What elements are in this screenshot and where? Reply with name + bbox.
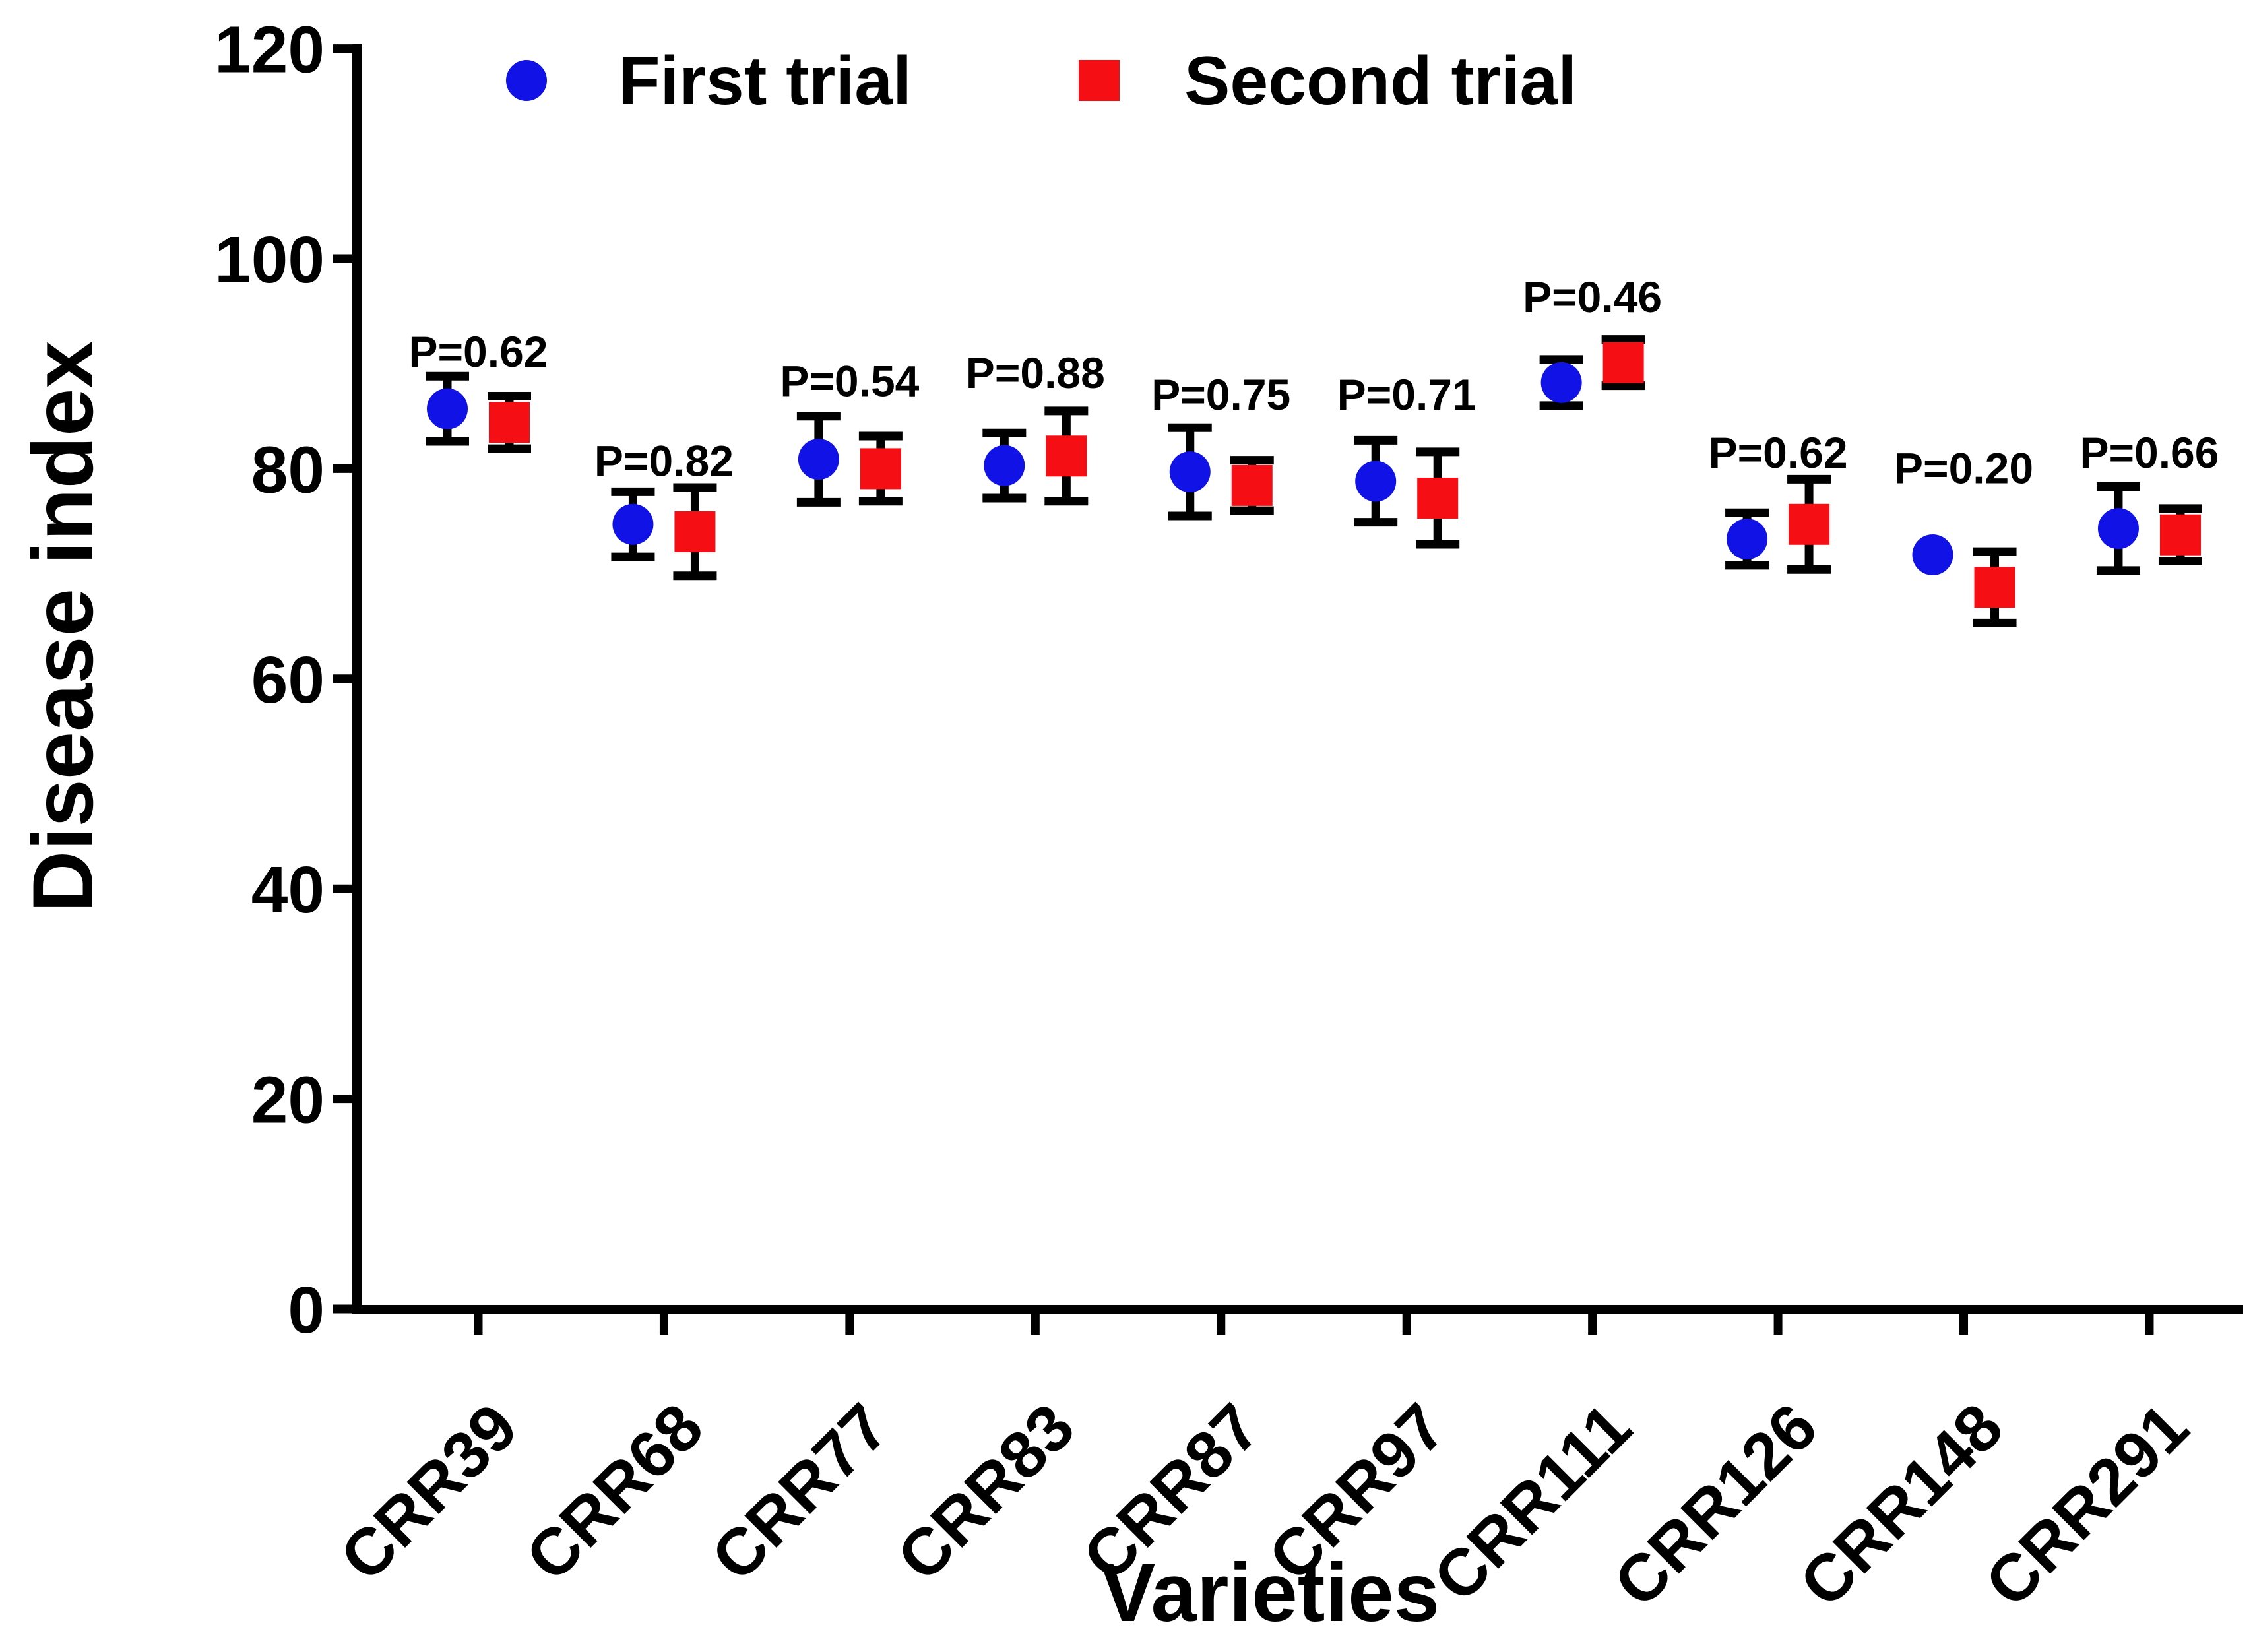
marker-first-trial-CRR97 [1355, 461, 1397, 502]
legend-item-second-trial: Second trial [1079, 43, 1577, 119]
marker-first-trial-CRR126 [1727, 519, 1768, 560]
x-category-label: CRR68 [512, 1389, 717, 1595]
marker-first-trial-CRR111 [1540, 362, 1582, 403]
x-category-label: CRR77 [697, 1389, 903, 1595]
x-axis-title: Varieties [1100, 1547, 1440, 1639]
p-value-label-CRR126: P=0.62 [1709, 428, 1848, 477]
legend-marker-circle-icon [506, 60, 547, 101]
marker-first-trial-CRR291 [2097, 508, 2139, 550]
y-tick-label: 0 [288, 1273, 325, 1347]
p-value-label-CRR148: P=0.20 [1894, 444, 2033, 493]
legend-marker-square-icon [1079, 60, 1120, 101]
marker-second-trial-CRR126 [1789, 503, 1830, 545]
y-tick-label: 20 [251, 1064, 325, 1137]
legend-label: First trial [618, 43, 912, 119]
x-category-label: CRR291 [1971, 1389, 2202, 1620]
p-value-label-CRR97: P=0.71 [1337, 370, 1476, 419]
marker-second-trial-CRR68 [674, 511, 716, 552]
x-category-label: CRR148 [1786, 1389, 2017, 1620]
p-value-label-CRR291: P=0.66 [2079, 428, 2219, 477]
p-value-label-CRR83: P=0.88 [966, 348, 1105, 397]
marker-second-trial-CRR39 [489, 402, 530, 443]
marker-second-trial-CRR87 [1231, 464, 1273, 506]
y-tick-label: 120 [214, 13, 325, 87]
legend-label: Second trial [1184, 43, 1577, 119]
marker-second-trial-CRR83 [1046, 435, 1087, 477]
p-value-label-CRR68: P=0.82 [594, 437, 734, 486]
marker-first-trial-CRR77 [798, 439, 839, 480]
marker-first-trial-CRR39 [427, 388, 468, 429]
y-axis-title: Disease index [15, 340, 111, 912]
marker-first-trial-CRR83 [984, 445, 1025, 486]
x-category-label: CRR83 [883, 1389, 1089, 1595]
marker-first-trial-CRR148 [1912, 534, 1953, 575]
p-value-label-CRR77: P=0.54 [780, 357, 919, 406]
x-category-label: CRR111 [1420, 1389, 1646, 1616]
marker-first-trial-CRR68 [612, 503, 654, 545]
p-value-label-CRR111: P=0.46 [1523, 272, 1662, 321]
legend-item-first-trial: First trial [506, 43, 912, 119]
marker-second-trial-CRR77 [860, 448, 901, 490]
marker-second-trial-CRR148 [1974, 567, 2015, 608]
y-tick-label: 100 [214, 223, 325, 297]
y-tick-label: 60 [251, 643, 325, 717]
marker-second-trial-CRR111 [1602, 342, 1644, 383]
p-value-label-CRR87: P=0.75 [1151, 370, 1290, 419]
y-tick-label: 40 [251, 853, 325, 927]
x-category-label: CRR126 [1600, 1389, 1831, 1620]
y-tick-label: 80 [251, 433, 325, 507]
marker-second-trial-CRR291 [2159, 514, 2201, 556]
x-category-label: CRR39 [327, 1389, 532, 1595]
p-value-label-CRR39: P=0.62 [408, 327, 548, 376]
marker-second-trial-CRR97 [1417, 477, 1459, 519]
marker-first-trial-CRR87 [1169, 451, 1211, 493]
